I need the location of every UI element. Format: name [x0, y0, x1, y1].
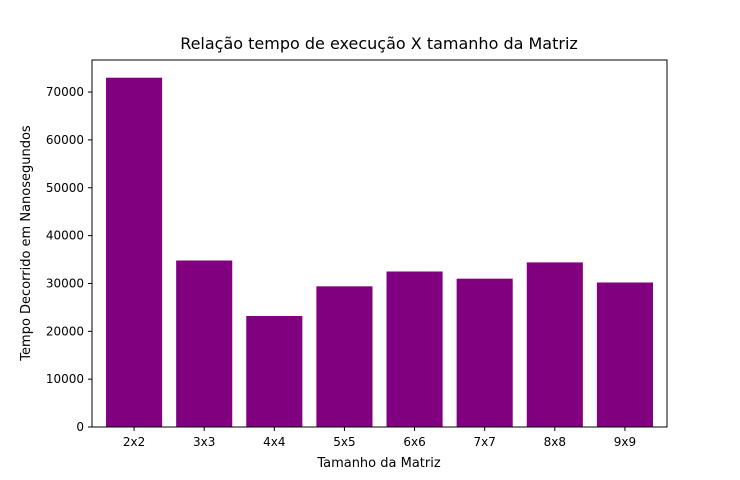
x-tick-label: 8x8: [544, 435, 566, 449]
bar-3x3: [176, 260, 233, 427]
x-tick-label: 7x7: [473, 435, 495, 449]
y-tick-label: 30000: [46, 276, 84, 290]
x-tick-label: 4x4: [263, 435, 285, 449]
bars-group: [106, 77, 653, 427]
x-tick-label: 5x5: [333, 435, 355, 449]
y-tick-label: 20000: [46, 324, 84, 338]
bar-7x7: [456, 278, 513, 427]
bar-4x4: [246, 315, 303, 427]
y-tick-label: 70000: [46, 85, 84, 99]
x-axis-label: Tamanho da Matriz: [316, 456, 441, 471]
y-axis-ticks: 0 10000 20000 30000 40000 50000 60000 70000: [46, 85, 92, 434]
y-tick-label: 10000: [46, 372, 84, 386]
x-tick-label: 9x9: [614, 435, 636, 449]
y-tick-label: 60000: [46, 133, 84, 147]
bar-6x6: [386, 271, 443, 427]
bar-8x8: [526, 262, 583, 427]
chart-title: Relação tempo de execução X tamanho da M…: [180, 34, 578, 53]
y-tick-label: 40000: [46, 229, 84, 243]
x-tick-label: 3x3: [193, 435, 215, 449]
x-tick-label: 6x6: [403, 435, 425, 449]
x-tick-label: 2x2: [123, 435, 145, 449]
y-tick-label: 0: [76, 420, 84, 434]
bar-5x5: [316, 286, 373, 427]
y-axis-label: Tempo Decorrido em Nanosegundos: [19, 125, 34, 362]
y-tick-label: 50000: [46, 181, 84, 195]
x-axis-ticks: 2x2 3x3 4x4 5x5 6x6 7x7 8x8 9x9: [123, 427, 636, 449]
bar-2x2: [106, 77, 163, 427]
bar-9x9: [596, 282, 653, 427]
plot-frame: [91, 59, 668, 428]
